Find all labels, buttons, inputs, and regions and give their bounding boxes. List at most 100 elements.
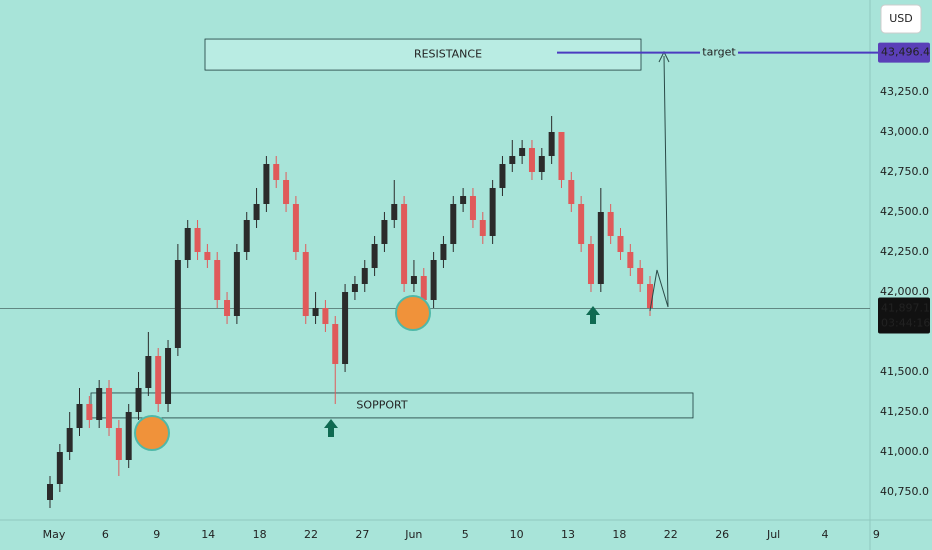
target-price-tag: [878, 42, 930, 63]
candle-body: [548, 132, 555, 156]
candle-body: [607, 212, 614, 236]
candle-body: [440, 244, 447, 260]
candle-body: [155, 356, 162, 404]
candle-body: [420, 276, 427, 300]
x-tick-label: 4: [822, 528, 829, 541]
candle-body: [184, 228, 191, 260]
x-tick-label: 22: [664, 528, 678, 541]
y-tick-label: 42,750.0: [880, 165, 929, 178]
candle-body: [204, 252, 211, 260]
candle-body: [312, 308, 319, 316]
candle-body: [479, 220, 486, 236]
candle-body: [371, 244, 378, 268]
last-price-label: 41,897.1: [881, 301, 930, 314]
support-label: SOPPORT: [356, 398, 407, 411]
candle-body: [322, 308, 329, 324]
target-text-bg: [700, 45, 738, 60]
currency-box[interactable]: [880, 4, 922, 34]
up-arrow: [586, 306, 600, 324]
x-tick-label: 26: [715, 528, 729, 541]
target-text: target: [702, 46, 736, 59]
candle-body: [499, 164, 506, 188]
projection-path: [649, 55, 669, 312]
candle-body: [450, 204, 457, 244]
candle-body: [519, 148, 526, 156]
candle-body: [96, 388, 103, 420]
highlight-circle: [395, 295, 431, 331]
candle-body: [597, 212, 604, 284]
y-tick-label: 41,000.0: [880, 445, 929, 458]
candle-body: [145, 356, 152, 388]
x-tick-label: 18: [253, 528, 267, 541]
x-tick-label: May: [43, 528, 66, 541]
candle-body: [125, 412, 132, 460]
candle-body: [469, 196, 476, 220]
candle-body: [509, 156, 516, 164]
y-tick-label: 41,250.0: [880, 405, 929, 418]
x-tick-label: 9: [873, 528, 880, 541]
candle-body: [637, 268, 644, 284]
resistance-label: RESISTANCE: [414, 48, 482, 61]
candle-body: [47, 484, 53, 500]
candle-body: [617, 236, 624, 252]
x-tick-label: Jun: [404, 528, 422, 541]
target-price-label: 43,496.4: [881, 46, 930, 59]
highlight-circle: [134, 415, 170, 451]
candle-body: [253, 204, 260, 220]
candle-body: [56, 452, 63, 484]
resistance-zone: [204, 38, 642, 71]
candle-body: [430, 260, 437, 300]
x-tick-label: 22: [304, 528, 318, 541]
candle-body: [302, 252, 309, 316]
x-tick-label: 6: [102, 528, 109, 541]
candle-body: [332, 324, 339, 364]
candle-body: [273, 164, 280, 180]
candle-body: [410, 276, 417, 284]
candle-body: [66, 428, 73, 452]
candle-body: [578, 204, 585, 244]
x-tick-label: 5: [462, 528, 469, 541]
candle-body: [86, 404, 93, 420]
y-tick-label: 43,000.0: [880, 125, 929, 138]
candle-body: [587, 244, 594, 284]
x-tick-label: 14: [201, 528, 215, 541]
up-arrow: [324, 419, 338, 437]
candle-body: [283, 180, 290, 204]
currency-label: USD: [889, 12, 913, 25]
candle-body: [460, 196, 467, 204]
candle-body: [381, 220, 388, 244]
candle-body: [135, 388, 142, 412]
y-tick-label: 42,500.0: [880, 205, 929, 218]
candle-body: [391, 204, 398, 220]
candle-body: [106, 388, 113, 428]
candle-body: [647, 284, 653, 308]
y-tick-label: 42,000.0: [880, 285, 929, 298]
candle-body: [224, 300, 231, 316]
candle-body: [292, 204, 299, 252]
x-tick-label: 13: [561, 528, 575, 541]
candle-body: [76, 404, 83, 428]
y-tick-label: 41,500.0: [880, 365, 929, 378]
candle-body: [401, 204, 408, 284]
candle-body: [233, 252, 240, 316]
x-tick-label: 9: [153, 528, 160, 541]
candle-body: [115, 428, 122, 460]
candle-body: [568, 180, 575, 204]
x-tick-label: 10: [510, 528, 524, 541]
last-price-tag: [878, 297, 930, 334]
candle-body: [538, 156, 545, 172]
candle-body: [489, 188, 496, 236]
candle-body: [165, 348, 172, 404]
candle-body: [351, 284, 358, 292]
y-tick-label: 42,250.0: [880, 245, 929, 258]
y-tick-label: 43,250.0: [880, 85, 929, 98]
y-tick-label: 40,750.0: [880, 485, 929, 498]
candle-body: [361, 268, 368, 284]
x-tick-label: 18: [612, 528, 626, 541]
countdown-label: 03:44:16: [881, 316, 930, 329]
candle-body: [528, 148, 535, 172]
candle-body: [214, 260, 221, 300]
candle-body: [627, 252, 634, 268]
